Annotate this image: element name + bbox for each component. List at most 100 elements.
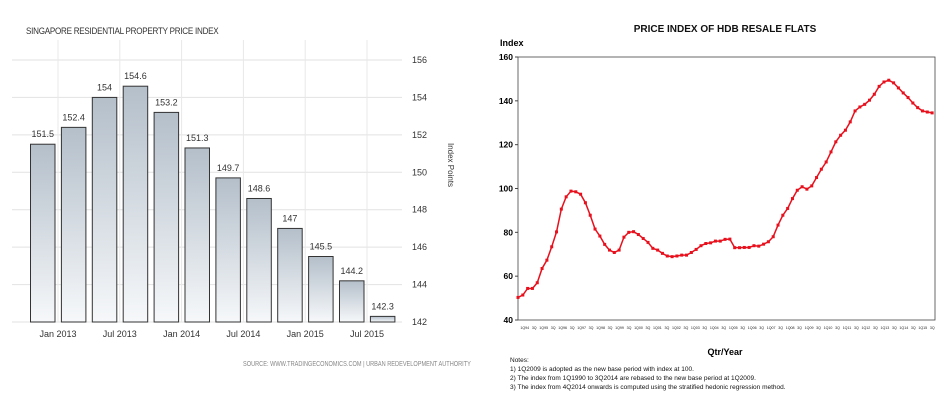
data-point <box>704 242 708 246</box>
data-point <box>766 240 770 244</box>
data-point <box>925 110 929 114</box>
data-point <box>685 253 689 257</box>
x-tick-label: 1Q08 <box>786 326 795 330</box>
data-point <box>622 235 626 239</box>
data-label: 154 <box>97 82 112 92</box>
data-point <box>733 246 737 250</box>
data-point <box>699 244 703 248</box>
note-line: Notes: <box>510 357 529 364</box>
data-point <box>771 235 775 239</box>
x-tick-label: 3Q <box>778 326 783 330</box>
data-point <box>843 128 847 132</box>
data-point <box>680 253 684 257</box>
x-tick-label: 3Q <box>683 326 688 330</box>
data-point <box>612 250 616 254</box>
bar <box>153 111 180 323</box>
data-point <box>665 254 669 258</box>
x-tick-label: 3Q <box>532 326 537 330</box>
data-point <box>689 250 693 254</box>
data-point <box>911 101 915 105</box>
bar <box>215 177 241 323</box>
note-line: 2) The index from 1Q1990 to 3Q2014 are r… <box>510 375 756 382</box>
data-point <box>675 254 679 258</box>
bar <box>246 197 272 323</box>
data-point <box>738 246 742 250</box>
y-tick-label: 60 <box>504 271 514 281</box>
data-point <box>540 266 544 270</box>
data-point <box>535 281 539 285</box>
data-label: 142.3 <box>371 301 394 311</box>
data-point <box>521 293 525 297</box>
x-tick-label: 1Q96 <box>558 326 567 330</box>
data-point <box>872 92 876 96</box>
data-point <box>920 109 924 113</box>
x-tick-label: 1Q94 <box>520 326 529 330</box>
data-point <box>824 160 828 164</box>
data-point <box>853 109 857 113</box>
x-tick-label: 1Q09 <box>805 326 814 330</box>
x-tick-label: 1Q97 <box>577 326 586 330</box>
y-tick-label: 146 <box>412 242 427 252</box>
data-point <box>786 206 790 210</box>
bar <box>339 280 365 323</box>
data-point <box>694 247 698 251</box>
data-point <box>916 106 920 110</box>
data-label: 152.4 <box>62 112 85 122</box>
data-point <box>795 188 799 192</box>
data-point <box>747 245 751 249</box>
x-tick-label: 1Q13 <box>880 326 889 330</box>
data-point <box>877 84 881 88</box>
x-tick-label: 3Q <box>854 326 859 330</box>
x-tick-label: 1Q15 <box>918 326 927 330</box>
data-point <box>550 245 554 249</box>
data-point <box>776 223 780 227</box>
data-point <box>555 230 559 234</box>
data-point <box>728 237 732 241</box>
x-tick-label: 1Q05 <box>729 326 738 330</box>
data-point <box>805 187 809 191</box>
data-point <box>559 207 563 211</box>
data-point <box>598 234 602 238</box>
chart-title: SINGAPORE RESIDENTIAL PROPERTY PRICE IND… <box>26 26 219 37</box>
x-axis-label: Qtr/Year <box>707 347 743 357</box>
x-tick-label: Jan 2013 <box>39 329 76 339</box>
x-tick-label: Jul 2014 <box>226 329 260 339</box>
data-point <box>829 150 833 154</box>
x-tick-label: 1Q99 <box>615 326 624 330</box>
x-tick-label: 3Q <box>835 326 840 330</box>
data-point <box>868 98 872 102</box>
data-point <box>651 246 655 250</box>
notes: Notes: 1) 1Q2009 is adopted as the new b… <box>510 356 786 392</box>
y-axis-label: Index <box>500 38 524 48</box>
y-tick-label: 142 <box>412 317 427 327</box>
x-tick-label: 1Q00 <box>634 326 643 330</box>
data-point <box>516 295 520 299</box>
data-point <box>660 251 664 255</box>
bar <box>308 256 334 323</box>
x-tick-label: 3Q <box>930 326 935 330</box>
data-point <box>901 91 905 95</box>
y-tick-label: 160 <box>499 52 513 62</box>
x-tick-label: 3Q <box>570 326 575 330</box>
data-point <box>656 248 660 252</box>
x-tick-label: 3Q <box>551 326 556 330</box>
x-tick-label: 1Q98 <box>596 326 605 330</box>
x-tick-label: Jan 2015 <box>287 329 324 339</box>
x-tick-label: 3Q <box>797 326 802 330</box>
x-tick-label: 3Q <box>740 326 745 330</box>
data-point <box>887 78 891 82</box>
x-tick-label: 3Q <box>892 326 897 330</box>
data-point <box>819 167 823 171</box>
data-point <box>526 286 530 290</box>
data-point <box>670 255 674 259</box>
data-point <box>641 236 645 240</box>
data-point <box>858 105 862 109</box>
data-point <box>593 227 597 231</box>
data-point <box>583 201 587 205</box>
data-point <box>530 286 534 290</box>
y-tick-label: 120 <box>499 140 513 150</box>
data-point <box>781 213 785 217</box>
data-point <box>815 176 819 180</box>
data-label: 154.6 <box>124 71 147 81</box>
